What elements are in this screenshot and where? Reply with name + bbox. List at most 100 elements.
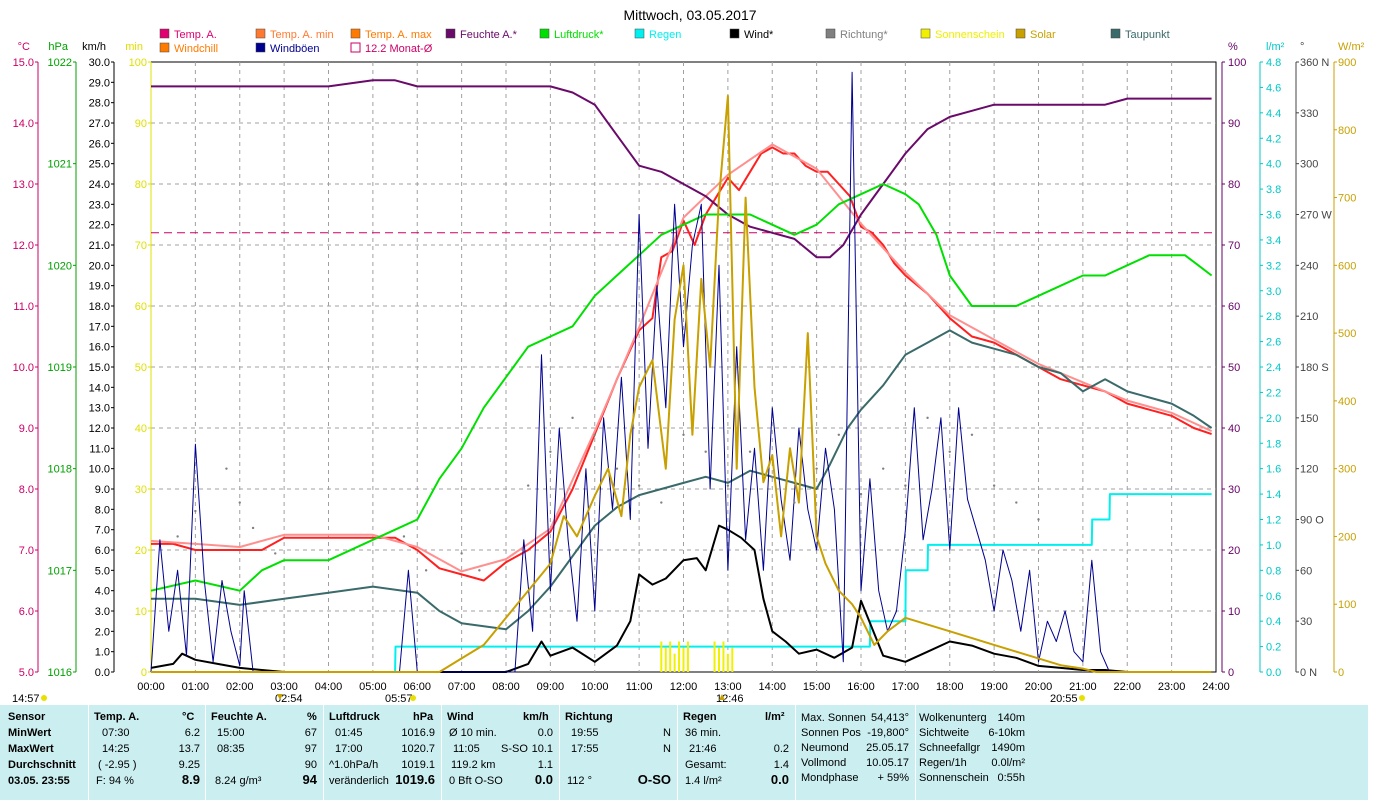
rain-unit-label: l/m² [1266,41,1285,53]
x-tick-label: 22:00 [1113,681,1141,693]
stats-pressure-time: 01:45 [335,727,363,739]
temp-unit-label: °C [18,41,30,53]
stats-wind-time: 119.2 km [451,759,496,771]
solar-tick-label: 400 [1338,396,1356,408]
stats-misc-label: Schneefallgr [919,742,981,754]
stats-sensor-section: Sensor MinWert MaxWert Durchschnitt 03.0… [0,705,89,800]
pressure-tick-label: 1019 [48,362,72,374]
humidity-tick-label: 80 [1228,179,1240,191]
humidity-tick-label: 90 [1228,118,1240,130]
wind-tick-label: 25.0 [89,159,110,171]
x-tick-label: 20:00 [1025,681,1053,693]
direction-point [1037,518,1040,521]
pressure-tick-label: 1018 [48,464,72,476]
rain-tick-label: 0.2 [1266,642,1281,654]
direction-tick-label: 210 [1300,311,1318,323]
legend-label: Solar [1030,29,1056,41]
time-marker-label: 05:57 [385,693,413,705]
stats-row-label: MinWert [8,727,52,739]
direction-point [815,467,818,470]
direction-tick-label: 120 [1300,464,1318,476]
humidity-tick-label: 20 [1228,545,1240,557]
sunshine_min-tick-label: 40 [135,423,147,435]
sunshine_min-tick-label: 80 [135,179,147,191]
solar-tick-label: 0 [1338,667,1344,679]
stats-sun-label: Sonnen Pos [801,727,861,739]
rain-tick-label: 2.2 [1266,387,1281,399]
stats-wind-current: 0.0 [534,772,553,787]
series [150,71,1216,673]
stats-humidity-current: 94 [302,772,317,787]
legend-label: 12.2 Monat-Ø [365,43,433,55]
legend-label: Temp. A. min [270,29,334,41]
sun-icon [410,695,416,701]
stats-rain-header: Regen [683,711,717,723]
stats-temp-value: 9.25 [178,759,200,771]
stats-wind-value: 0.0 [537,727,553,739]
sun-icon [1079,695,1085,701]
stats-direction-current: O-SO [637,772,671,787]
legend-swatch [350,28,361,39]
stats-direction-header: Richtung [565,711,613,723]
direction-point [637,484,641,487]
stats-sun-value: + 59% [877,772,910,784]
direction-tick-label: 270 W [1300,210,1332,222]
x-tick-label: 05:00 [359,681,387,693]
wind-tick-label: 24.0 [89,179,110,191]
x-tick-label: 14:00 [758,681,786,693]
stats-sun-label: Neumond [801,742,849,754]
x-tick-label: 21:00 [1069,681,1097,693]
stats-temp-value: 6.2 [184,727,200,739]
stats-temp-time: 07:30 [102,727,130,739]
sunshine_min-tick-label: 100 [129,57,147,69]
direction-point [402,535,406,538]
stats-misc-value: 6-10km [988,727,1025,739]
stats-direction-time: 112 ° [567,775,592,787]
x-tick-label: 23:00 [1158,681,1186,693]
stats-pressure-current: 1019.6 [395,772,435,787]
sunshine_min-tick-label: 30 [135,484,147,496]
stats-temp-time: 14:25 [102,743,130,755]
stats-humidity-time: 15:00 [217,727,245,739]
rain-tick-label: 3.4 [1266,235,1281,247]
pressure-tick-label: 1017 [48,565,72,577]
direction-point [793,501,796,504]
rain-tick-label: 3.0 [1266,286,1281,298]
stats-sun-label: Mondphase [801,772,859,784]
wind-tick-label: 16.0 [89,342,110,354]
humidity-tick-label: 50 [1228,362,1240,374]
series-line-temp-a-max [150,143,1213,573]
stats-misc-value: 1490m [991,742,1025,754]
direction-point [225,467,228,470]
stats-direction-section: Richtung 19:55 N 17:55 N 112 ° O-SO [559,705,678,800]
x-tick-label: 17:00 [892,681,920,693]
stats-misc-label: Sonnenschein [919,772,989,784]
stats-misc-value: 0:55h [997,772,1025,784]
series-line-windb-en [150,71,1212,673]
temp-tick-label: 9.0 [19,423,34,435]
direction-point [660,501,663,504]
direction-point [682,433,685,436]
direction-point [948,450,951,453]
humidity-tick-label: 10 [1228,606,1240,618]
sunshine_min-tick-label: 10 [135,606,147,618]
x-tick-label: 09:00 [537,681,565,693]
wind-tick-label: 10.0 [89,464,110,476]
stats-rain-time: 1.4 l/m² [685,775,722,787]
stats-rain-unit: l/m² [765,711,785,723]
legend-swatch [1015,28,1026,39]
temp-tick-label: 11.0 [13,301,34,313]
sunshine_min-tick-label: 60 [135,301,147,313]
x-tick-label: 11:00 [626,681,653,693]
legend-label: Regen [649,29,681,41]
legend-swatch [255,28,266,39]
direction-point [1015,501,1018,504]
legend-label: Feuchte A.* [460,29,518,41]
x-tick-label: 16:00 [847,681,875,693]
temp-tick-label: 10.0 [13,362,34,374]
moon-icon [41,695,47,701]
stats-pressure-unit: hPa [413,711,434,723]
legend-swatch [350,42,361,53]
direction-point [478,569,481,572]
legend-swatch [539,28,550,39]
